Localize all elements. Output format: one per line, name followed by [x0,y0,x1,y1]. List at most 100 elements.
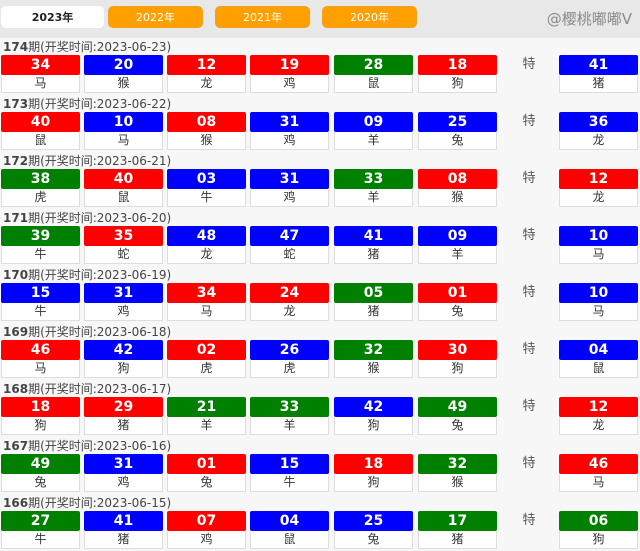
ball-number: 04 [250,511,329,531]
ball-cell: 39 牛 [1,226,80,264]
draw-time: 期(开奖时间:2023-06-15) [28,496,172,510]
zodiac-label: 马 [84,132,163,150]
ball-number: 27 [1,511,80,531]
ball-number: 34 [167,283,246,303]
ball-number: 29 [84,397,163,417]
ball-cell: 20 猴 [84,55,163,93]
draw-row: 166期(开奖时间:2023-06-15) 27 牛 41 猪 07 鸡 04 鼠 25 兔 17 猪特… [0,494,640,551]
zodiac-label: 龙 [167,246,246,264]
zodiac-label: 狗 [1,417,80,435]
ball-number: 25 [418,112,497,132]
period-number: 173 [3,97,29,111]
ball-number: 46 [559,454,638,474]
ball-cell: 31 鸡 [84,283,163,321]
ball-number: 41 [84,511,163,531]
draw-row: 174期(开奖时间:2023-06-23) 34 马 20 猴 12 龙 19 鸡 28 鼠 18 狗特… [0,38,640,95]
zodiac-label: 狗 [418,75,497,93]
ball-number: 12 [167,55,246,75]
ball-number: 07 [167,511,246,531]
zodiac-label: 蛇 [250,246,329,264]
ball-number: 20 [84,55,163,75]
zodiac-label: 兔 [418,417,497,435]
tab-year-1[interactable]: 2022年 [108,6,203,28]
zodiac-label: 鸡 [250,189,329,207]
ball-cell: 12 龙 [167,55,246,93]
zodiac-label: 龙 [559,132,638,150]
ball-number: 02 [167,340,246,360]
tab-year-3[interactable]: 2020年 [322,6,417,28]
zodiac-label: 鸡 [84,474,163,492]
ball-number: 09 [334,112,413,132]
period-number: 168 [3,382,29,396]
ball-cell: 38 虎 [1,169,80,207]
ball-cell: 18 狗 [418,55,497,93]
ball-cell: 41 猪 [334,226,413,264]
ball-cell: 06 狗 [559,511,638,549]
ball-number: 06 [559,511,638,531]
ball-number: 32 [418,454,497,474]
zodiac-label: 龙 [250,303,329,321]
special-label: 特 [522,171,536,186]
zodiac-label: 猪 [84,531,163,549]
ball-number: 15 [250,454,329,474]
ball-cell: 47 蛇 [250,226,329,264]
ball-number: 31 [250,169,329,189]
ball-cell: 21 羊 [167,397,246,435]
draw-row: 169期(开奖时间:2023-06-18) 46 马 42 狗 02 虎 26 虎 32 猴 30 狗特… [0,323,640,380]
special-label: 特 [522,342,536,357]
zodiac-label: 龙 [559,189,638,207]
zodiac-label: 兔 [167,474,246,492]
year-tabs: @樱桃嘟嘟V 2023年 2022年 2021年 2020年 [0,0,640,38]
zodiac-label: 鼠 [559,360,638,378]
ball-number: 10 [84,112,163,132]
ball-cell: 33 羊 [334,169,413,207]
draw-row: 172期(开奖时间:2023-06-21) 38 虎 40 鼠 03 牛 31 鸡 33 羊 08 猴特… [0,152,640,209]
ball-cell: 18 狗 [334,454,413,492]
zodiac-label: 猴 [418,474,497,492]
zodiac-label: 鸡 [167,531,246,549]
ball-number: 40 [84,169,163,189]
ball-number: 12 [559,397,638,417]
ball-number: 49 [418,397,497,417]
draw-title: 169期(开奖时间:2023-06-18) [3,325,171,339]
ball-cell: 15 牛 [250,454,329,492]
tab-year-2[interactable]: 2021年 [215,6,310,28]
ball-cell: 17 猪 [418,511,497,549]
zodiac-label: 狗 [84,360,163,378]
ball-cell: 25 兔 [418,112,497,150]
zodiac-label: 牛 [1,303,80,321]
draw-title: 172期(开奖时间:2023-06-21) [3,154,171,168]
ball-cell: 24 龙 [250,283,329,321]
draw-time: 期(开奖时间:2023-06-22) [28,97,172,111]
ball-cell: 04 鼠 [250,511,329,549]
zodiac-label: 猴 [167,132,246,150]
zodiac-label: 鼠 [250,531,329,549]
draw-time: 期(开奖时间:2023-06-16) [28,439,172,453]
zodiac-label: 猪 [334,303,413,321]
zodiac-label: 羊 [418,246,497,264]
draw-row: 168期(开奖时间:2023-06-17) 18 狗 29 猪 21 羊 33 羊 42 狗 49 兔特… [0,380,640,437]
zodiac-label: 狗 [334,417,413,435]
ball-number: 46 [1,340,80,360]
tab-year-0[interactable]: 2023年 [1,6,104,28]
ball-cell: 03 牛 [167,169,246,207]
ball-number: 19 [250,55,329,75]
ball-cell: 46 马 [559,454,638,492]
special-label: 特 [522,285,536,300]
ball-number: 10 [559,226,638,246]
ball-cell: 41 猪 [559,55,638,93]
ball-cell: 49 兔 [1,454,80,492]
ball-number: 32 [334,340,413,360]
zodiac-label: 牛 [1,246,80,264]
ball-number: 08 [167,112,246,132]
ball-cell: 42 狗 [84,340,163,378]
zodiac-label: 牛 [167,189,246,207]
ball-number: 33 [334,169,413,189]
ball-cell: 05 猪 [334,283,413,321]
zodiac-label: 狗 [418,360,497,378]
special-label: 特 [522,228,536,243]
zodiac-label: 马 [1,75,80,93]
draw-row: 171期(开奖时间:2023-06-20) 39 牛 35 蛇 48 龙 47 蛇 41 猪 09 羊特… [0,209,640,266]
ball-number: 18 [418,55,497,75]
ball-number: 10 [559,283,638,303]
